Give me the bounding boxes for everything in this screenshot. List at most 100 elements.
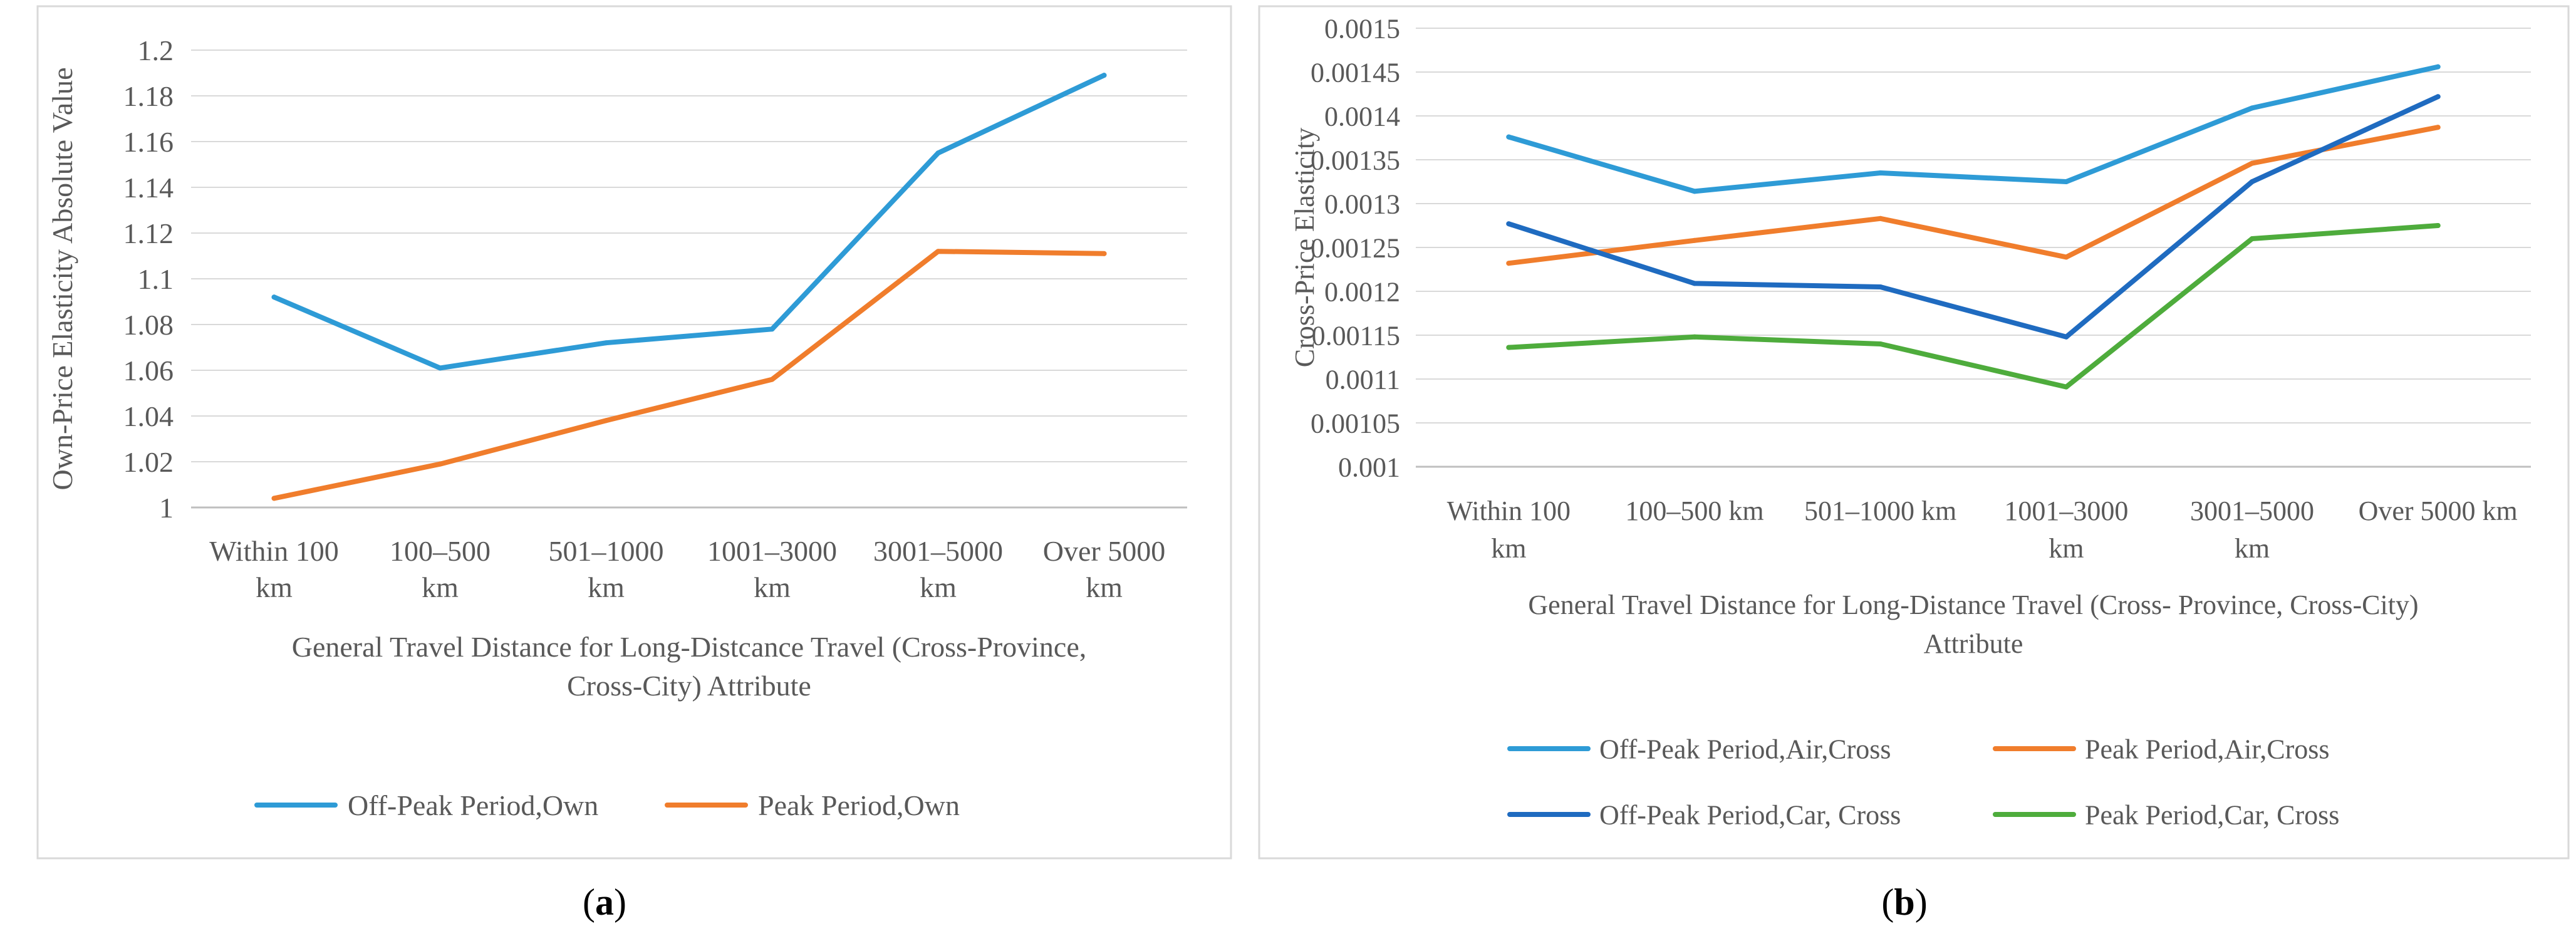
legend-label: Off-Peak Period,Own [348,789,598,821]
x-tick-label-line: Over 5000 [1043,535,1165,567]
legend-label: Peak Period,Own [758,789,960,821]
data-point [603,418,609,424]
data-point [1101,73,1107,78]
data-point [1101,251,1107,256]
data-point [1506,134,1512,140]
data-point [769,377,775,382]
x-tick-label: Within 100 km [1447,496,1571,564]
y-tick-label: 1.14 [123,172,174,204]
x-tick-label: 100–500 km [1625,496,1763,526]
data-point [1692,237,1697,243]
y-tick-label: 0.00135 [1311,145,1400,175]
data-point [603,340,609,346]
x-tick-label-line: Over 5000 km [2359,496,2518,526]
y-tick-label: 1.1 [138,263,174,295]
x-tick-label: Within 100 km [209,535,338,603]
data-point [2435,64,2441,70]
y-tick-label: 1.16 [123,126,174,158]
legend-label: Peak Period,Car, Cross [2085,799,2339,830]
x-tick-label: 1001–3000 km [2004,496,2128,564]
x-tick-label: 3001–5000 km [2190,496,2314,564]
y-tick-label: 0.0011 [1326,364,1400,395]
y-tick-label: 1.04 [123,400,174,432]
data-point [2250,160,2255,166]
data-point [1692,189,1697,194]
x-axis-title: Attribute [1924,628,2023,659]
data-point [2250,105,2255,111]
y-tick-label: 0.00115 [1312,320,1400,351]
y-tick-label: 0.001 [1338,452,1400,482]
subfigure-label-a: (a) [583,881,626,923]
x-tick-label-line: 3001–5000 [2190,496,2314,526]
x-tick-label-line: 501–1000 km [1804,496,1956,526]
data-point [1692,334,1697,340]
x-tick-label-line: km [2235,533,2270,564]
x-tick-label: Over 5000 km [1043,535,1165,603]
data-point [1877,284,1883,289]
data-point [2064,384,2069,390]
series-line [1506,125,2441,266]
data-point [769,326,775,332]
x-tick-label: 1001–3000 km [707,535,837,603]
y-tick-label: 1.02 [123,446,174,478]
y-tick-label: 0.00105 [1311,408,1400,439]
chart-a: 1 1.02 1.04 1.06 1.08 1.1 1.12 1.14 1.16 1.18 1.2 W… [46,34,1187,821]
y-tick-label: 1.18 [123,80,174,112]
x-tick-label-line: km [1491,533,1526,564]
y-tick-label: 0.0013 [1324,189,1400,219]
data-point [271,496,277,501]
subfigure-label-b: (b) [1881,881,1927,923]
x-tick-label: 100–500 km [390,535,491,603]
series-line [1506,94,2441,340]
x-tick-label-line: km [754,571,791,603]
data-point [1877,170,1883,175]
x-tick-label-line: 100–500 [390,535,491,567]
chart-b-frame [1258,5,2570,860]
data-point [2435,125,2441,130]
y-tick-label: 1.12 [123,217,174,249]
data-point [2064,334,2069,340]
x-tick-label-line: km [920,571,957,603]
series-line [1506,223,2441,390]
data-point [2064,254,2069,260]
data-point [935,150,941,156]
x-tick-label-line: km [1086,571,1123,603]
y-axis-title: Own-Price Elasticity Absolute Value [46,68,78,491]
x-tick-label-line: 100–500 km [1625,496,1763,526]
data-point [271,294,277,300]
data-point [1692,281,1697,286]
x-tick-label-line: 501–1000 [549,535,664,567]
x-tick-label-line: Within 100 [209,535,338,567]
x-tick-label-line: km [2049,533,2084,564]
y-tick-label: 0.00125 [1311,232,1400,263]
data-point [437,461,443,467]
x-tick-label-line: 3001–5000 [873,535,1003,567]
y-tick-label: 0.0014 [1324,101,1400,132]
data-point [1877,341,1883,346]
y-tick-label: 0.00145 [1311,57,1400,88]
x-tick-label-line: Within 100 [1447,496,1571,526]
x-tick-label-line: 1001–3000 [707,535,837,567]
series-line [1506,64,2441,194]
data-point [1506,221,1512,227]
y-tick-label: 1.08 [123,309,174,341]
legend-label: Off-Peak Period,Car, Cross [1599,799,1901,830]
x-tick-label: 501–1000 km [1804,496,1956,526]
x-axis-title: Cross-City) Attribute [567,670,811,702]
x-tick-label: 501–1000 km [549,535,664,603]
y-tick-label: 1.06 [123,355,174,387]
y-axis-title: Cross-Price Elasticity [1289,128,1320,368]
data-point [2064,179,2069,184]
chart-b: 0.001 0.00105 0.0011 0.00115 0.0012 0.00125 0.… [1289,13,2531,830]
y-tick-label: 0.0012 [1324,276,1400,307]
data-point [935,249,941,254]
x-tick-label-line: km [256,571,293,603]
data-point [1506,345,1512,350]
data-point [1506,261,1512,266]
legend-label: Off-Peak Period,Air,Cross [1599,734,1891,764]
x-tick-label: Over 5000 km [2359,496,2518,526]
series-line [271,73,1107,371]
data-point [437,365,443,371]
data-point [2435,223,2441,228]
